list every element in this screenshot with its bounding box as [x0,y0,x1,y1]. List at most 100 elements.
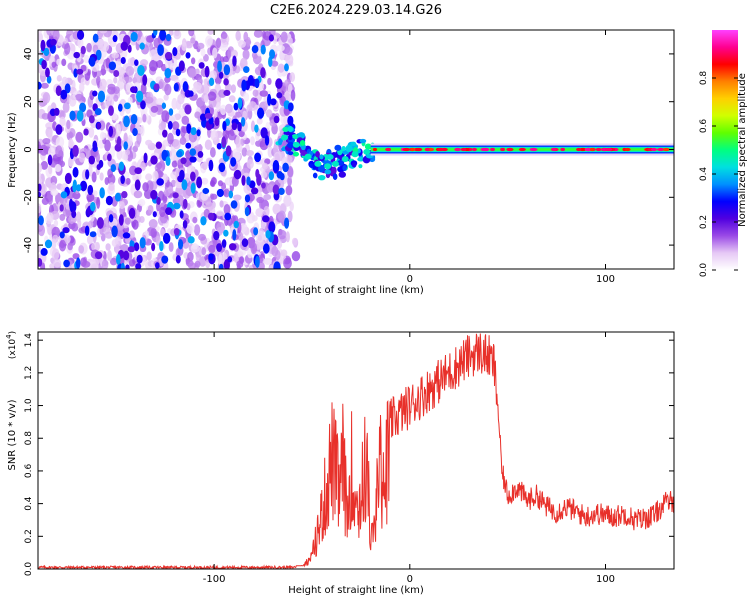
colorbar-tick-label: 0.8 [699,71,709,86]
spectrogram-noise-blob [172,192,179,199]
spectrogram-noise-blob [69,201,77,213]
spectrogram-noise-blob [134,167,142,175]
colorbar-tick-label: 0.6 [699,119,709,134]
spectrogram-noise-cell [238,40,246,48]
spectrogram-noise-cell [132,219,139,230]
spectrogram-noise-cell [104,100,110,109]
spectrogram-noise-blob [216,142,222,150]
spectrogram-noise-blob [189,156,197,163]
spectrogram-noise-blob [268,171,275,181]
spectrogram-noise-cell [186,222,195,235]
spectrogram-noise-blob [272,160,280,172]
spectrogram-noise-blob [107,153,112,162]
spectrogram-noise-blob [267,93,272,106]
spectrogram-transition-cell [338,171,346,178]
spectrogram-noise-cell [256,230,265,243]
spectrogram-noise-blob [223,89,231,96]
spectrogram-noise-cell [284,92,292,103]
spectrogram-noise-blob [260,127,268,139]
snr-series-line [38,333,674,569]
spectrogram-noise-blob [270,98,277,106]
spectrogram-noise-cell [40,82,49,89]
spectrogram-noise-cell [228,95,236,103]
spectrogram-noise-cell [164,59,173,70]
spectrogram-noise-blob [88,115,95,124]
spectrogram-noise-blob [55,124,63,135]
spectrogram-noise-blob [208,253,214,261]
spectrogram-noise-cell [266,184,274,193]
spectrogram-noise-blob [233,102,239,111]
spectrogram-noise-blob [79,102,87,113]
spectrogram-noise-blob [262,215,270,223]
spectrogram-noise-blob [136,90,144,103]
spectrogram-noise-blob [284,63,289,72]
spectrogram-noise-blob [156,197,161,205]
figure-title: C2E6.2024.229.03.14.G26 [270,3,442,18]
spectrogram-noise-blob [275,78,283,90]
spectrogram-noise-cell [42,92,51,104]
spectrogram-noise-blob [276,170,283,179]
spectrogram-noise-cell [220,31,228,40]
spectrogram-noise-blob [130,113,138,125]
spectrogram-noise-cell [236,260,244,268]
spectrogram-noise-cell [96,196,101,209]
signal-peak [414,147,422,152]
spectrogram-transition-cell [287,141,295,149]
spectrogram-noise-cell [38,203,42,214]
spectrogram-xtick-label: -100 [203,274,226,285]
spectrogram-noise-blob [123,141,128,150]
spectrogram-noise-blob [244,206,250,217]
spectrogram-noise-blob [176,150,183,158]
spectrogram-noise-blob [136,254,143,264]
spectrogram-noise-blob [97,90,106,103]
spectrogram-noise-cell [53,219,59,227]
spectrogram-noise-cell [227,131,237,141]
spectrogram-noise-blob [185,142,192,149]
spectrogram-noise-cell [177,93,185,105]
spectrogram-noise-cell [61,76,68,85]
spectrogram-noise-cell [54,164,62,173]
spectrogram-noise-cell [273,151,282,163]
spectrogram-noise-blob [217,60,222,73]
spectrogram-noise-blob [186,123,192,134]
spectrogram-noise-blob [46,75,52,84]
spectrogram-noise-cell [139,59,149,67]
spectrogram-noise-cell [191,243,198,250]
spectrogram-transition-cell [345,144,353,153]
spectrogram-noise-cell [188,30,195,37]
spectrogram-noise-cell [210,129,218,141]
spectrogram-noise-cell [194,260,201,268]
spectrogram-noise-cell [241,147,248,157]
spectrogram-noise-blob [76,68,84,75]
spectrogram-noise-blob [269,49,276,60]
snr-multiplier: (x104) [5,331,18,359]
spectrogram-noise-blob [151,242,156,252]
spectrogram-noise-cell [150,105,159,113]
spectrogram-noise-cell [158,122,166,131]
spectrogram-xtick-label: 0 [407,274,413,285]
spectrogram-noise-cell [291,237,298,246]
spectrogram-noise-blob [257,107,265,119]
spectrogram-noise-blob [251,45,259,54]
spectrogram-noise-cell [149,59,158,72]
snr-xlabel: Height of straight line (km) [288,585,424,596]
spectrogram-noise-cell [124,217,131,225]
spectrogram-noise-blob [227,256,233,263]
spectrogram-noise-blob [98,159,104,168]
spectrogram-noise-cell [58,239,67,252]
spectrogram-noise-blob [198,62,205,69]
spectrogram-noise-blob [165,207,173,216]
spectrogram-noise-blob [237,97,243,109]
spectrogram-transition-cell [358,164,363,169]
spectrogram-noise-cell [277,229,287,240]
spectrogram-noise-cell [205,35,213,47]
spectrogram-noise-cell [152,53,160,62]
spectrogram-noise-cell [192,216,198,224]
spectrogram-noise-blob [223,78,229,86]
spectrogram-noise-blob [175,255,181,264]
spectrogram-noise-cell [225,103,233,114]
spectrogram-ytick-label: 0 [23,146,34,152]
signal-peak [589,147,595,152]
spectrogram-transition-cell [318,164,325,173]
